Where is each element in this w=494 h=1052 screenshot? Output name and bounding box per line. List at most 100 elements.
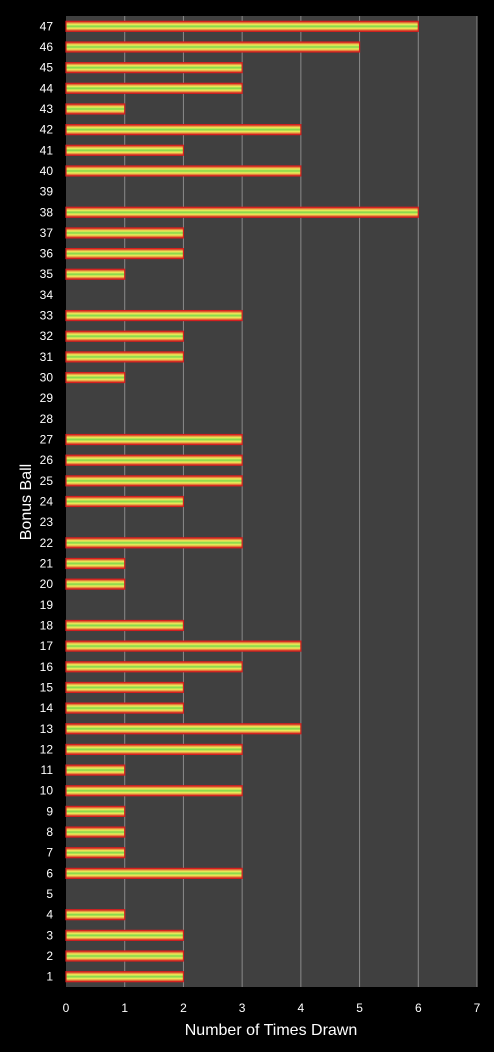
bar-12: [65, 743, 243, 756]
y-tick-label: 8: [46, 825, 53, 839]
bar-3: [65, 929, 185, 941]
bar-44: [65, 82, 243, 94]
y-tick-label: 43: [40, 102, 54, 116]
y-tick-label: 18: [40, 618, 54, 632]
y-tick-label: 4: [46, 908, 53, 922]
y-tick-label: 29: [40, 391, 54, 405]
bar-38: [65, 206, 419, 218]
bar-9: [65, 805, 126, 817]
y-tick-label: 34: [40, 288, 54, 302]
y-tick-label: 40: [40, 164, 54, 178]
bar-1: [65, 971, 185, 983]
y-tick-label: 33: [40, 309, 54, 323]
bars: [65, 20, 419, 983]
bar-43: [65, 103, 126, 115]
y-tick-label: 24: [40, 495, 54, 509]
bar-21: [65, 557, 126, 570]
bar-6: [65, 867, 243, 879]
y-tick-label: 7: [46, 846, 53, 860]
bar-26: [65, 454, 243, 466]
bar-46: [65, 41, 361, 53]
y-tick-label: 28: [40, 412, 54, 426]
bar-33: [65, 309, 243, 322]
y-tick-label: 37: [40, 226, 54, 240]
x-tick-labels: 0 1 2 3 4 5 6 7: [63, 1001, 481, 1015]
x-tick-label: 4: [298, 1001, 305, 1015]
bar-20: [65, 578, 126, 590]
bar-18: [65, 619, 185, 632]
y-tick-label: 38: [40, 205, 54, 219]
bar-16: [65, 661, 243, 673]
y-tick-label: 46: [40, 40, 54, 54]
bar-2: [65, 950, 185, 962]
bar-36: [65, 247, 185, 260]
x-tick-label: 5: [356, 1001, 363, 1015]
bar-41: [65, 144, 185, 156]
bar-37: [65, 227, 185, 239]
y-tick-label: 39: [40, 185, 54, 199]
y-tick-label: 30: [40, 371, 54, 385]
y-tick-label: 2: [46, 949, 53, 963]
y-tick-label: 45: [40, 61, 54, 75]
y-tick-label: 10: [40, 784, 54, 798]
bar-15: [65, 681, 185, 694]
bar-32: [65, 330, 185, 342]
y-tick-label: 1: [46, 970, 53, 984]
y-tick-label: 3: [46, 928, 53, 942]
x-tick-label: 2: [180, 1001, 187, 1015]
y-tick-label: 11: [41, 763, 54, 777]
bar-13: [65, 723, 302, 735]
y-tick-label: 36: [40, 247, 54, 261]
y-tick-label: 25: [40, 474, 54, 488]
bar-22: [65, 537, 243, 549]
y-tick-label: 42: [40, 123, 54, 137]
y-tick-label: 16: [40, 660, 54, 674]
bar-27: [65, 433, 243, 446]
x-tick-label: 1: [121, 1001, 128, 1015]
y-tick-label: 6: [46, 866, 53, 880]
y-tick-labels: 1234567891011121314151617181920212223242…: [40, 19, 54, 983]
bar-4: [65, 909, 126, 921]
y-tick-label: 44: [40, 81, 54, 95]
x-axis-title: Number of Times Drawn: [185, 1022, 358, 1039]
bar-40: [65, 165, 302, 177]
x-tick-label: 7: [474, 1001, 481, 1015]
bar-24: [65, 495, 185, 508]
y-tick-label: 15: [40, 680, 54, 694]
y-tick-label: 21: [40, 556, 54, 570]
y-tick-label: 13: [40, 722, 54, 736]
y-tick-label: 17: [40, 639, 54, 653]
x-tick-label: 0: [63, 1001, 70, 1015]
bar-42: [65, 124, 302, 136]
y-tick-label: 9: [46, 804, 53, 818]
y-tick-label: 41: [40, 143, 54, 157]
y-tick-label: 47: [40, 19, 54, 33]
bar-14: [65, 702, 185, 714]
y-tick-label: 31: [40, 350, 54, 364]
bar-17: [65, 640, 302, 652]
bar-7: [65, 847, 126, 859]
bar-10: [65, 785, 243, 797]
y-axis-title: Bonus Ball: [18, 464, 35, 541]
x-tick-label: 3: [239, 1001, 246, 1015]
y-tick-label: 5: [46, 887, 53, 901]
bar-30: [65, 371, 126, 384]
y-tick-label: 23: [40, 515, 54, 529]
y-tick-label: 27: [40, 433, 54, 447]
bar-11: [65, 764, 126, 776]
y-tick-label: 22: [40, 536, 54, 550]
y-tick-label: 12: [40, 742, 54, 756]
bar-35: [65, 268, 126, 280]
y-tick-label: 32: [40, 329, 54, 343]
x-tick-label: 6: [415, 1001, 422, 1015]
y-tick-label: 19: [40, 598, 54, 612]
y-tick-label: 26: [40, 453, 54, 467]
bar-8: [65, 826, 126, 838]
bar-45: [65, 62, 243, 74]
y-tick-label: 14: [40, 701, 54, 715]
y-tick-label: 35: [40, 267, 54, 281]
y-tick-label: 20: [40, 577, 54, 591]
bar-47: [65, 20, 419, 32]
bar-25: [65, 475, 243, 487]
